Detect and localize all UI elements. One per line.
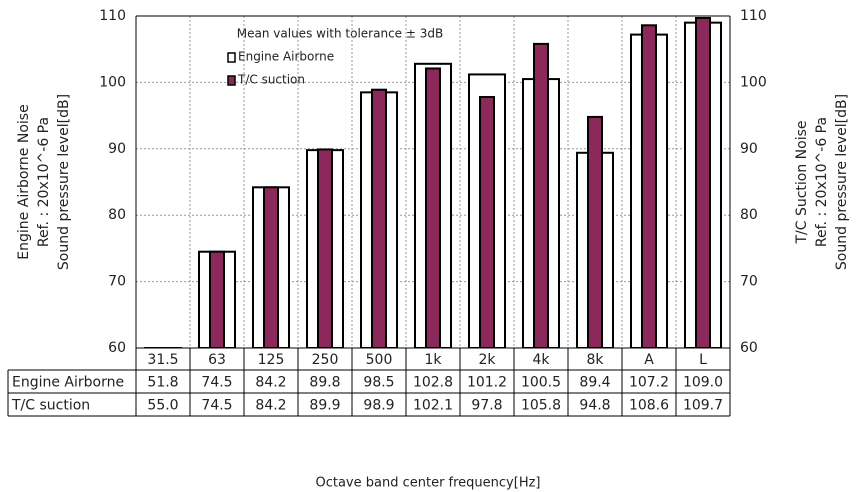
bar (317, 148, 333, 348)
table-value: 109.0 (683, 375, 723, 391)
bar (641, 24, 657, 348)
table-value: 102.1 (413, 398, 453, 414)
table-value: 51.8 (147, 375, 178, 391)
x-tick-label: 250 (312, 352, 339, 368)
table-value: 97.8 (471, 398, 502, 414)
table-row-label: Engine Airborne (12, 375, 124, 391)
x-tick-label: 8k (586, 352, 604, 368)
plot-area (144, 16, 722, 348)
table-value: 98.9 (363, 398, 394, 414)
y-tick-label: 70 (108, 274, 126, 290)
table-value: 100.5 (521, 375, 561, 391)
table-value: 105.8 (521, 398, 561, 414)
table-value: 98.5 (363, 375, 394, 391)
y-tick-label: 110 (99, 8, 126, 24)
bar (479, 96, 495, 348)
table-value: 108.6 (629, 398, 669, 414)
table-value: 89.8 (309, 375, 340, 391)
legend-label: T/C suction (237, 73, 305, 87)
y2-tick-label: 110 (740, 8, 767, 24)
table-value: 89.9 (309, 398, 340, 414)
table-value: 101.2 (467, 375, 507, 391)
y-tick-label: 80 (108, 207, 126, 223)
x-tick-label: 500 (366, 352, 393, 368)
legend-swatch (227, 52, 236, 63)
x-tick-label: 2k (478, 352, 496, 368)
y2-axis-label: T/C Suction Noise (794, 120, 810, 244)
x-tick-label: 63 (208, 352, 226, 368)
table-value: 109.7 (683, 398, 723, 414)
y2-tick-label: 90 (740, 141, 758, 157)
y2-tick-label: 70 (740, 274, 758, 290)
y-tick-label: 60 (108, 340, 126, 356)
table-value: 84.2 (255, 375, 286, 391)
x-tick-label: L (699, 352, 707, 368)
table-value: 74.5 (201, 375, 232, 391)
bar (209, 250, 225, 348)
bar (587, 115, 603, 348)
y2-axis-label: Sound pressure level[dB] (834, 94, 850, 270)
x-tick-label: 31.5 (147, 352, 178, 368)
legend-label: Engine Airborne (238, 50, 334, 64)
table-value: 74.5 (201, 398, 232, 414)
y2-axis-label: Ref. : 20x10^-6 Pa (814, 117, 830, 247)
bar (425, 67, 441, 348)
table-value: 107.2 (629, 375, 669, 391)
x-tick-label: 4k (532, 352, 550, 368)
y-tick-label: 100 (99, 74, 126, 90)
y2-tick-label: 100 (740, 74, 767, 90)
annotation: Mean values with tolerance ± 3dB (237, 27, 443, 41)
table-value: 84.2 (255, 398, 286, 414)
legend-swatch (227, 75, 236, 86)
x-tick-label: 125 (258, 352, 285, 368)
y-axis-label: Ref. : 20x10^-6 Pa (36, 117, 52, 247)
x-axis-label: Octave band center frequency[Hz] (315, 476, 540, 491)
bar (533, 42, 549, 348)
table-value: 89.4 (579, 375, 610, 391)
bar (695, 16, 711, 348)
table-value: 94.8 (579, 398, 610, 414)
y-axis-label: Engine Airborne Noise (16, 104, 32, 259)
table-row-label: T/C suction (11, 398, 90, 414)
y2-tick-label: 60 (740, 340, 758, 356)
y-axis-label: Sound pressure level[dB] (56, 94, 72, 270)
bar (371, 88, 387, 348)
y2-tick-label: 80 (740, 207, 758, 223)
table-value: 55.0 (147, 398, 178, 414)
bar (263, 186, 279, 348)
y-tick-label: 90 (108, 141, 126, 157)
x-tick-label: A (644, 352, 654, 368)
x-tick-label: 1k (424, 352, 442, 368)
table-value: 102.8 (413, 375, 453, 391)
